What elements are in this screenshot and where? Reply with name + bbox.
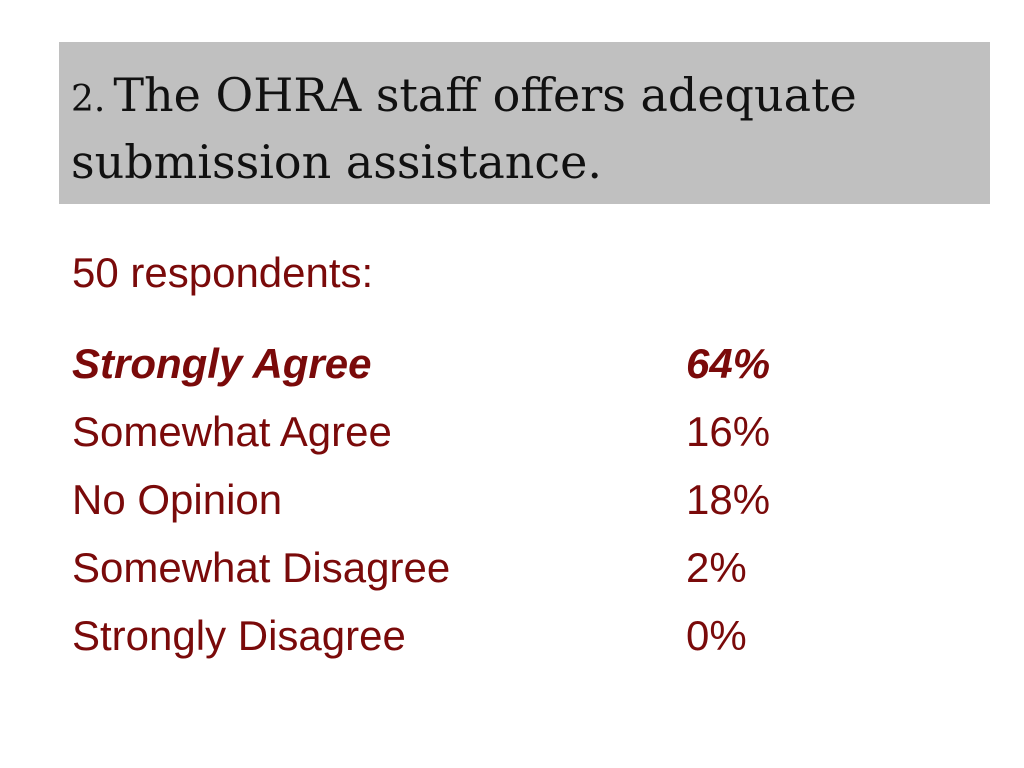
response-row-no-opinion: No Opinion 18% [72,466,972,534]
response-row-somewhat-agree: Somewhat Agree 16% [72,398,972,466]
response-label: Somewhat Agree [72,408,392,455]
response-percent: 0% [686,612,747,659]
response-row-strongly-disagree: Strongly Disagree 0% [72,602,972,670]
response-row-somewhat-disagree: Somewhat Disagree 2% [72,534,972,602]
title-banner: 2. The OHRA staff offers adequate submiss… [59,42,990,204]
response-label: Somewhat Disagree [72,544,451,591]
response-label: Strongly Agree [72,340,372,387]
response-list: Strongly Agree 64% Somewhat Agree 16% No… [72,330,972,670]
response-percent: 2% [686,544,747,591]
response-label: No Opinion [72,476,283,523]
respondents-count: 50 respondents: [72,249,374,296]
response-label: Strongly Disagree [72,612,406,659]
response-row-strongly-agree: Strongly Agree 64% [72,330,972,398]
response-percent: 16% [686,408,771,455]
results-body: 50 respondents: Strongly Agree 64% Somew… [72,248,972,670]
question-number: 2. [71,79,106,120]
question-title: The OHRA staff offers adequate submissio… [71,68,857,189]
response-percent: 18% [686,476,771,523]
response-percent: 64% [686,340,771,387]
